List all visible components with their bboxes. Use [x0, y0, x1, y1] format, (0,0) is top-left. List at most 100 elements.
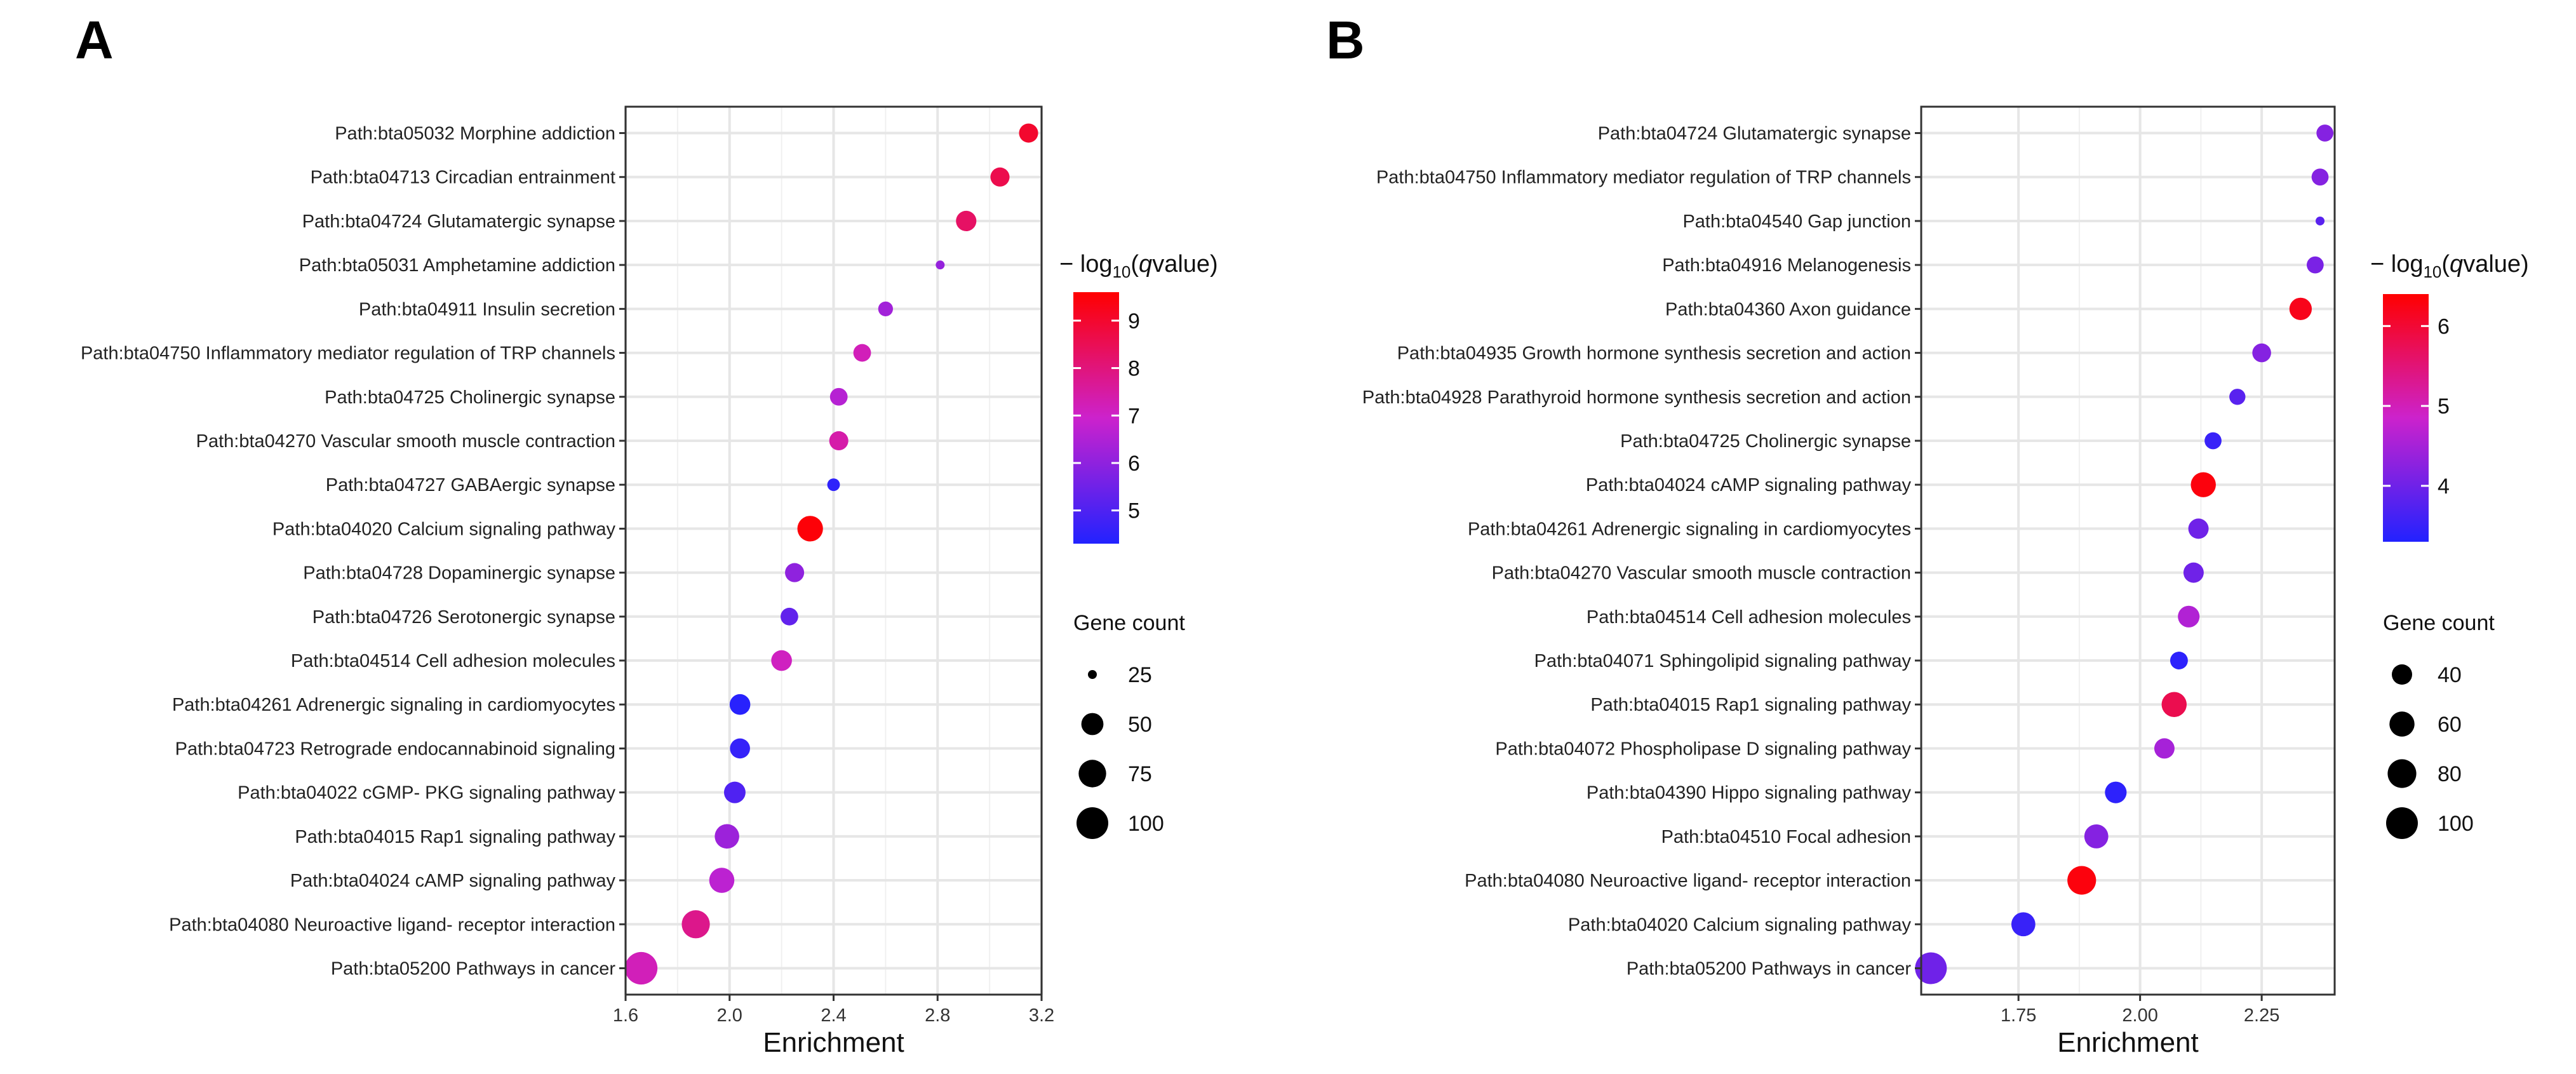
panel-b-color-legend-title: − log10(qvalue)	[2370, 251, 2529, 281]
data-point	[624, 951, 658, 985]
y-tick-label: Path:bta04024 cAMP signaling pathway	[290, 871, 616, 891]
size-legend-label: 50	[1128, 713, 1152, 737]
panel-b-plot-frame	[1920, 105, 2336, 996]
size-legend-label: 100	[1128, 812, 1164, 836]
data-point	[853, 344, 871, 362]
size-legend-label: 25	[1128, 663, 1152, 687]
y-tick-label: Path:bta04725 Cholinergic synapse	[325, 387, 615, 408]
y-tick-label: Path:bta04015 Rap1 signaling pathway	[1590, 695, 1911, 715]
x-tick-label: 3.2	[1029, 1005, 1054, 1026]
size-legend-label: 60	[2438, 713, 2462, 737]
panel-a-legends: − log10(qvalue) 5 6 7 8 9 Gene count 25 50 75 1…	[1059, 251, 1218, 839]
y-tick-label: Path:bta04911 Insulin secretion	[359, 299, 615, 319]
y-tick-label: Path:bta04020 Calcium signaling pathway	[1568, 915, 1912, 935]
data-point	[829, 387, 848, 406]
data-point	[2067, 866, 2096, 895]
data-point	[2178, 605, 2200, 628]
size-legend-dot	[2386, 807, 2418, 839]
y-tick-label: Path:bta04928 Parathyroid hormone synthe…	[1362, 387, 1911, 408]
y-tick-label: Path:bta04540 Gap junction	[1682, 211, 1911, 232]
data-point	[990, 167, 1010, 187]
y-tick-label: Path:bta04072 Phospholipase D signaling …	[1495, 739, 1911, 759]
y-tick-label: Path:bta04728 Dopaminergic synapse	[303, 563, 615, 584]
y-tick-label: Path:bta05032 Morphine addiction	[335, 124, 615, 144]
y-tick-label: Path:bta04727 GABAergic synapse	[326, 475, 615, 495]
y-tick-label: Path:bta04916 Melanogenesis	[1662, 255, 1911, 276]
data-point	[729, 694, 751, 715]
data-point	[2289, 297, 2312, 321]
data-point	[785, 563, 805, 582]
panel-b-grid	[1921, 107, 2335, 995]
color-tick-label: 5	[2438, 394, 2450, 419]
panel-letter-b: B	[1326, 10, 1365, 70]
panel-a-chart: Path:bta05032 Morphine addiction Path:bta…	[81, 105, 1054, 1058]
panel-a-plot-frame	[624, 105, 1043, 996]
data-point	[2084, 824, 2109, 849]
color-tick-label: 9	[1128, 309, 1140, 333]
panel-b-legends: − log10(qvalue) 4 5 6 Gene count 40 60 80 100	[2370, 251, 2529, 839]
size-legend-label: 40	[2438, 663, 2462, 687]
data-point	[827, 478, 840, 492]
data-point	[2190, 472, 2216, 497]
panel-b-points	[1915, 124, 2334, 984]
panel-b-y-tick-labels: Path:bta04724 Glutamatergic synapse Path:…	[1362, 124, 1921, 979]
size-legend-label: 100	[2438, 812, 2474, 836]
data-point	[730, 738, 750, 759]
y-tick-label: Path:bta04514 Cell adhesion molecules	[1587, 607, 1911, 628]
data-point	[781, 607, 798, 626]
x-tick-label: 1.75	[2001, 1005, 2036, 1026]
data-point	[2154, 738, 2175, 759]
panel-a-y-tick-labels: Path:bta05032 Morphine addiction Path:bta…	[81, 124, 626, 979]
panel-a-size-legend-items: 25 50 75 100	[1077, 663, 1164, 839]
y-tick-label: Path:bta04270 Vascular smooth muscle con…	[196, 431, 615, 452]
x-tick-label: 2.4	[821, 1005, 846, 1026]
data-point	[1019, 123, 1038, 143]
size-legend-dot	[1081, 713, 1104, 735]
x-tick-label: 2.25	[2244, 1005, 2279, 1026]
data-point	[723, 781, 746, 803]
data-point	[2170, 652, 2188, 669]
data-point	[709, 868, 735, 893]
x-tick-label: 2.0	[717, 1005, 742, 1026]
size-legend-label: 75	[1128, 762, 1152, 786]
color-tick-label: 6	[2438, 314, 2450, 339]
y-tick-label: Path:bta04724 Glutamatergic synapse	[302, 211, 615, 232]
data-point	[829, 431, 849, 451]
y-tick-label: Path:bta04022 cGMP- PKG signaling pathwa…	[238, 783, 615, 803]
panel-a-size-legend-title: Gene count	[1073, 611, 1185, 635]
y-tick-label: Path:bta04390 Hippo signaling pathway	[1587, 783, 1912, 803]
panel-b-color-bar	[2383, 294, 2429, 542]
panel-a-grid	[624, 107, 1043, 995]
y-tick-label: Path:bta04015 Rap1 signaling pathway	[295, 827, 615, 847]
data-point	[2316, 216, 2325, 225]
y-tick-label: Path:bta04724 Glutamatergic synapse	[1598, 124, 1911, 144]
panel-b-x-ticks: 1.75 2.00 2.25	[2001, 995, 2279, 1026]
color-tick-label: 6	[1128, 452, 1140, 476]
y-tick-label: Path:bta05200 Pathways in cancer	[1627, 958, 1912, 979]
panel-a-x-axis-label: Enrichment	[763, 1027, 904, 1058]
size-legend-dot	[2389, 711, 2415, 737]
y-tick-label: Path:bta04261 Adrenergic signaling in ca…	[172, 695, 615, 715]
y-tick-label: Path:bta04725 Cholinergic synapse	[1620, 431, 1911, 452]
color-tick-label: 8	[1128, 357, 1140, 381]
data-point	[956, 210, 977, 232]
data-point	[714, 824, 739, 849]
data-point	[2105, 781, 2127, 803]
data-point	[2011, 912, 2036, 937]
y-tick-label: Path:bta04713 Circadian entrainment	[311, 168, 615, 188]
panel-a-color-legend-title: − log10(qvalue)	[1059, 251, 1218, 281]
y-tick-label: Path:bta04080 Neuroactive ligand- recept…	[169, 915, 615, 935]
data-point	[878, 301, 894, 317]
y-tick-label: Path:bta04020 Calcium signaling pathway	[272, 519, 616, 539]
data-point	[936, 260, 945, 270]
color-tick-label: 4	[2438, 474, 2450, 499]
panel-letter-a: A	[75, 10, 114, 70]
data-point	[2204, 432, 2222, 450]
y-tick-label: Path:bta04270 Vascular smooth muscle con…	[1492, 563, 1911, 584]
y-tick-label: Path:bta04514 Cell adhesion molecules	[291, 651, 615, 671]
data-point	[2311, 168, 2329, 186]
y-tick-label: Path:bta04071 Sphingolipid signaling pat…	[1534, 651, 1912, 671]
panel-b-color-ticks: 4 5 6	[2383, 314, 2450, 499]
data-point	[2229, 389, 2246, 405]
